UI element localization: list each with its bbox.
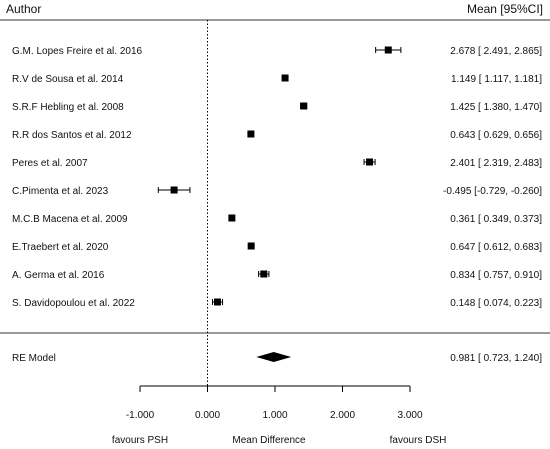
x-tick-label: 1.000 xyxy=(262,410,287,421)
point-estimate xyxy=(213,298,221,306)
study-ci-text: 0.834 [ 0.757, 0.910] xyxy=(450,270,542,281)
study-row: E.Traebert et al. 2020 0.647 [ 0.612, 0.6… xyxy=(12,242,542,253)
study-ci-text: 0.361 [ 0.349, 0.373] xyxy=(450,214,542,225)
summary-diamond xyxy=(256,352,292,362)
point-estimate xyxy=(170,186,178,194)
point-estimate xyxy=(281,74,289,82)
x-axis-label: Mean Difference xyxy=(232,435,306,446)
study-ci-text: 0.148 [ 0.074, 0.223] xyxy=(450,298,542,309)
study-rows: G.M. Lopes Freire et al. 2016 2.678 [ 2.4… xyxy=(12,46,542,309)
study-label: A. Germa et al. 2016 xyxy=(12,270,105,281)
study-label: S. Davidopoulou et al. 2022 xyxy=(12,298,135,309)
estimate-column-header: Mean [95%CI] xyxy=(467,2,543,16)
study-ci-text: 0.643 [ 0.629, 0.656] xyxy=(450,130,542,141)
study-label: S.R.F Hebling et al. 2008 xyxy=(12,102,124,113)
favours-right-note: favours DSH xyxy=(390,435,447,446)
study-row: Peres et al. 2007 2.401 [ 2.319, 2.483] xyxy=(12,158,542,169)
x-axis: -1.000 0.000 1.000 2.000 3.000 favours PSH M… xyxy=(112,385,447,446)
x-axis-ticks: -1.000 0.000 1.000 2.000 3.000 xyxy=(126,386,423,421)
point-estimate xyxy=(260,270,268,278)
x-tick-label: 0.000 xyxy=(195,410,220,421)
favours-left-note: favours PSH xyxy=(112,435,168,446)
study-label: R.R dos Santos et al. 2012 xyxy=(12,130,132,141)
point-estimate xyxy=(228,214,236,222)
x-tick-label: -1.000 xyxy=(126,410,155,421)
study-row: S.R.F Hebling et al. 2008 1.425 [ 1.380, … xyxy=(12,102,542,113)
study-row: S. Davidopoulou et al. 2022 0.148 [ 0.074… xyxy=(12,298,542,309)
author-column-header: Author xyxy=(6,2,41,16)
study-row: R.V de Sousa et al. 2014 1.149 [ 1.117, 1… xyxy=(12,74,542,85)
study-row: A. Germa et al. 2016 0.834 [ 0.757, 0.910… xyxy=(12,270,542,281)
summary-ci-text: 0.981 [ 0.723, 1.240] xyxy=(450,353,542,364)
summary-label: RE Model xyxy=(12,353,56,364)
study-row: C.Pimenta et al. 2023 -0.495 [-0.729, -0.… xyxy=(12,186,542,197)
point-estimate xyxy=(247,242,255,250)
study-ci-text: 0.647 [ 0.612, 0.683] xyxy=(450,242,542,253)
study-ci-text: 1.425 [ 1.380, 1.470] xyxy=(450,102,542,113)
study-ci-text: 1.149 [ 1.117, 1.181] xyxy=(451,74,542,85)
point-estimate xyxy=(366,158,374,166)
point-estimate xyxy=(247,130,255,138)
x-tick-label: 3.000 xyxy=(397,410,422,421)
study-label: Peres et al. 2007 xyxy=(12,158,88,169)
point-estimate xyxy=(300,102,308,110)
study-ci-text: 2.678 [ 2.491, 2.865] xyxy=(450,46,542,57)
study-label: G.M. Lopes Freire et al. 2016 xyxy=(12,46,143,57)
study-ci-text: -0.495 [-0.729, -0.260] xyxy=(443,186,542,197)
study-label: E.Traebert et al. 2020 xyxy=(12,242,109,253)
point-estimate xyxy=(384,46,392,54)
study-row: G.M. Lopes Freire et al. 2016 2.678 [ 2.4… xyxy=(12,46,542,57)
x-tick-label: 2.000 xyxy=(330,410,355,421)
study-row: M.C.B Macena et al. 2009 0.361 [ 0.349, 0… xyxy=(12,214,542,225)
study-label: R.V de Sousa et al. 2014 xyxy=(12,74,124,85)
study-label: C.Pimenta et al. 2023 xyxy=(12,186,109,197)
summary-row: RE Model 0.981 [ 0.723, 1.240] xyxy=(12,352,542,364)
study-row: R.R dos Santos et al. 2012 0.643 [ 0.629,… xyxy=(12,130,542,141)
study-label: M.C.B Macena et al. 2009 xyxy=(12,214,128,225)
study-ci-text: 2.401 [ 2.319, 2.483] xyxy=(450,158,542,169)
